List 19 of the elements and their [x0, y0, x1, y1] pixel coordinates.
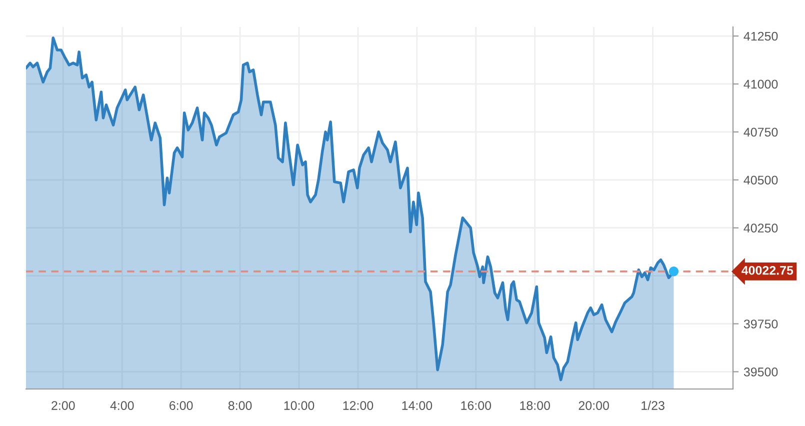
x-tick-label: 1/23 [642, 400, 664, 410]
y-tick-label: 41000 [744, 80, 778, 89]
y-tick-label: 39750 [744, 320, 778, 328]
x-tick-label: 8:00 [228, 401, 252, 410]
x-tick-label: 14:00 [402, 401, 432, 410]
x-tick-label: 6:00 [170, 401, 193, 410]
x-tick-label: 2:00 [52, 401, 75, 410]
y-tick-label: 40250 [744, 224, 778, 233]
y-tick-label: 41250 [744, 32, 778, 41]
ref-line-label: 40022.75 [742, 266, 794, 275]
x-tick-label: 16:00 [461, 401, 492, 410]
x-tick-label: 10:00 [284, 401, 314, 410]
x-tick-label: 18:00 [520, 401, 550, 410]
x-tick-label: 12:00 [343, 401, 374, 410]
y-tick-label: 39500 [744, 368, 778, 376]
x-tick-label: 4:00 [110, 401, 134, 410]
y-tick-label: 40500 [744, 176, 778, 185]
x-tick-label: 20:00 [578, 401, 609, 410]
y-tick-label: 40750 [744, 128, 778, 137]
